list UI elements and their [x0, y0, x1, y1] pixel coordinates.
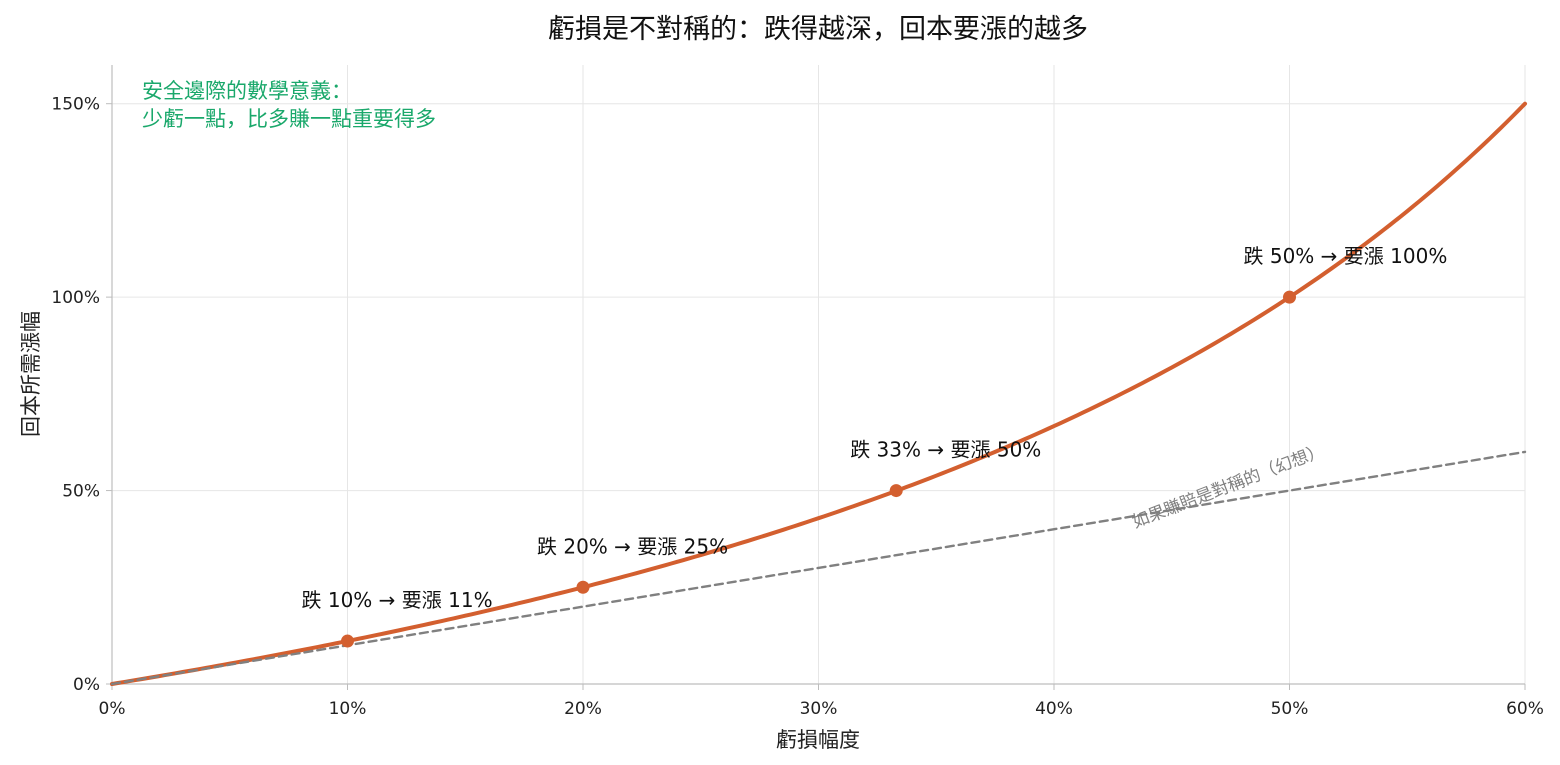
label-layer: 跌 10% → 要漲 11% 跌 20% → 要漲 25% 跌 33% → 要漲 5…: [302, 244, 1448, 612]
note-line-1: 安全邊際的數學意義：: [142, 79, 352, 103]
y-tick-label: 50%: [62, 482, 100, 502]
x-tick-label: 60%: [1506, 699, 1544, 719]
y-tick-label: 150%: [51, 95, 100, 115]
data-point-label: 跌 50% → 要漲 100%: [1244, 244, 1448, 268]
x-axis-title: 虧損幅度: [776, 728, 860, 752]
data-point-label: 跌 20% → 要漲 25%: [537, 534, 728, 558]
axes-layer: 0% 10% 20% 30% 40% 50% 60% 0% 50% 100% 150%: [51, 65, 1544, 719]
reference-line-label: 如果賺賠是對稱的（幻想）: [1130, 441, 1328, 533]
data-point-marker: [341, 634, 354, 648]
y-tick-label: 100%: [51, 288, 100, 308]
data-point-marker: [1283, 290, 1296, 304]
x-tick-label: 0%: [99, 699, 126, 719]
grid-layer: [112, 65, 1526, 684]
data-point-label: 跌 10% → 要漲 11%: [302, 588, 493, 612]
x-tick-label: 10%: [329, 699, 367, 719]
x-tick-label: 20%: [564, 699, 602, 719]
data-point-marker: [889, 484, 903, 498]
x-tick-label: 40%: [1035, 699, 1073, 719]
x-tick-label: 50%: [1271, 699, 1309, 719]
note-line-2: 少虧一點，比多賺一點重要得多: [142, 107, 436, 131]
marker-layer: [341, 290, 1296, 648]
x-tick-label: 30%: [800, 699, 838, 719]
data-point-marker: [576, 580, 590, 594]
y-tick-label: 0%: [73, 675, 100, 695]
data-point-label: 跌 33% → 要漲 50%: [850, 438, 1041, 462]
chart-title: 虧損是不對稱的：跌得越深，回本要漲的越多: [548, 14, 1088, 45]
y-axis-title: 回本所需漲幅: [19, 311, 43, 437]
